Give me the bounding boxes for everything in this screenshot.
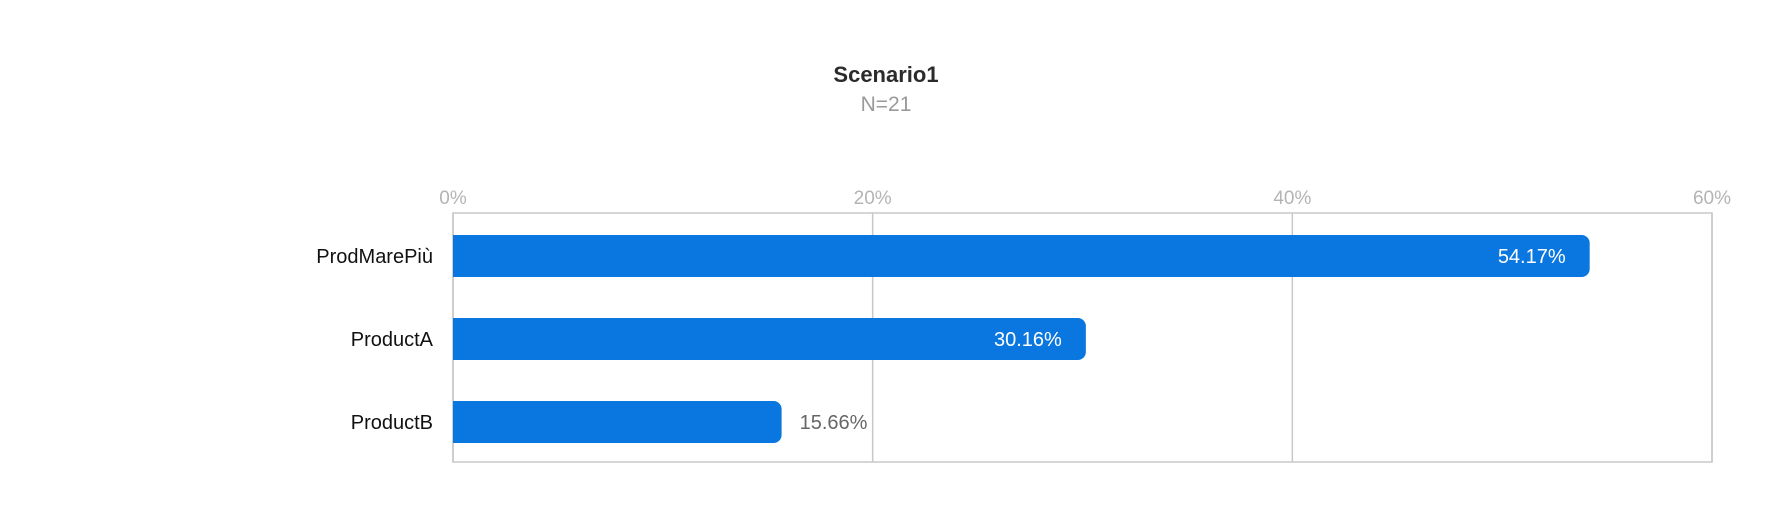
bar-2 (453, 401, 782, 443)
category-labels: ProdMarePiù 54.17% ProductA 30.16% ProductB 1… (316, 246, 1566, 434)
data-label: 30.16% (994, 329, 1062, 351)
chart-title: Scenario1 (833, 62, 939, 87)
chart-subtitle: N=21 (860, 93, 912, 116)
x-tick-label: 40% (1273, 188, 1311, 209)
x-tick-label: 20% (854, 188, 892, 209)
bar-1 (453, 318, 1086, 360)
category-label: ProductB (351, 412, 433, 434)
chart-header: Scenario1 N=21 (0, 62, 1772, 119)
x-axis-ticks: 0% 20% 40% 60% (439, 188, 1731, 209)
x-tick-label: 60% (1693, 188, 1731, 209)
bar-0 (453, 235, 1590, 277)
category-label: ProdMarePiù (316, 246, 433, 268)
data-label: 15.66% (800, 412, 868, 434)
x-tick-label: 0% (439, 188, 467, 209)
category-label: ProductA (351, 329, 434, 351)
data-label: 54.17% (1498, 246, 1566, 268)
bars (453, 235, 1590, 443)
